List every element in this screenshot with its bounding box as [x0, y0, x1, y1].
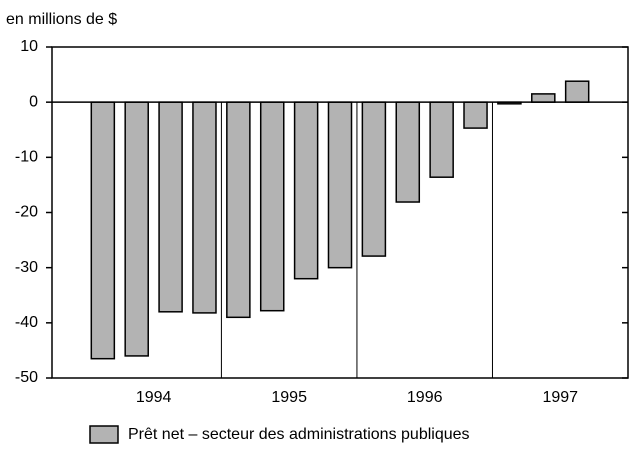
bar: [124, 101, 149, 357]
bar: [361, 101, 387, 257]
x-group-label: 1995: [271, 389, 307, 406]
y-tick-label: -20: [15, 204, 38, 221]
y-tick-label: 10: [20, 38, 38, 55]
bar: [564, 80, 590, 103]
y-tick-label: -50: [15, 369, 38, 386]
x-group-label: 1994: [136, 389, 172, 406]
y-tick-label: -40: [15, 314, 38, 331]
y-axis-label: en millions de $: [6, 11, 117, 28]
bar: [259, 101, 285, 312]
bar: [395, 101, 421, 203]
legend-swatch: [89, 425, 119, 444]
bar: [90, 101, 116, 360]
legend-label: Prêt net – secteur des administrations p…: [128, 426, 470, 443]
y-tick-label: 0: [29, 93, 38, 110]
y-tick-label: -10: [15, 149, 38, 166]
x-group-label: 1997: [542, 389, 578, 406]
y-tick-label: -30: [15, 259, 38, 276]
bar: [327, 101, 353, 269]
bar: [429, 101, 454, 178]
bar: [463, 101, 488, 129]
bar: [531, 93, 556, 103]
bar: [192, 101, 217, 314]
bar: [293, 101, 319, 280]
x-group-label: 1996: [407, 389, 443, 406]
bar: [158, 101, 183, 313]
bar: [226, 101, 251, 319]
